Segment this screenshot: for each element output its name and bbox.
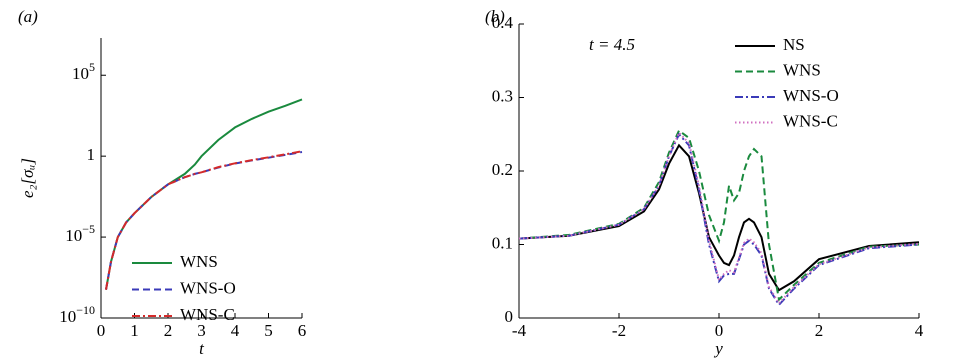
y-tick-label: 0.2 <box>492 160 513 179</box>
panel-label: (a) <box>18 7 38 26</box>
x-tick-label: 4 <box>915 321 924 340</box>
y-tick-label: 1 <box>87 145 96 164</box>
tick-exponent: −5 <box>82 222 95 236</box>
y-tick-label: 0.3 <box>492 86 513 105</box>
tick-base: 10 <box>65 226 82 245</box>
legend-label: WNS-O <box>783 86 839 105</box>
panel-label: (b) <box>485 7 505 26</box>
x-axis-label: t <box>199 339 205 358</box>
x-tick-label: 0 <box>715 321 724 340</box>
annotation: t = 4.5 <box>589 35 635 54</box>
series-line <box>518 132 920 307</box>
tick-exponent: −10 <box>76 303 95 317</box>
y-tick-label: 10−5 <box>65 222 95 245</box>
tick-exponent: 5 <box>89 60 95 74</box>
x-tick-label: 6 <box>298 321 307 340</box>
series-line <box>518 143 920 292</box>
legend-label: WNS <box>783 60 821 79</box>
x-tick-label: -4 <box>512 321 527 340</box>
series-line <box>105 150 303 290</box>
x-tick-label: -2 <box>612 321 626 340</box>
series-line <box>105 151 303 290</box>
x-tick-label: 5 <box>264 321 273 340</box>
x-tick-label: 0 <box>97 321 106 340</box>
x-axis-label: y <box>713 339 723 358</box>
x-tick-label: 3 <box>197 321 206 340</box>
series-line <box>105 98 303 290</box>
legend-label: WNS <box>180 252 218 271</box>
y-tick-label: 10−10 <box>59 303 95 326</box>
legend-label: WNS-O <box>180 278 236 297</box>
legend-label: WNS-C <box>783 111 838 130</box>
y-axis-label: e₂[σᵤ] <box>18 158 37 198</box>
tick-base: 10 <box>59 307 76 326</box>
x-tick-label: 2 <box>815 321 824 340</box>
y-tick-label: 105 <box>72 60 95 83</box>
x-tick-label: 4 <box>231 321 240 340</box>
y-tick-label: 0.1 <box>492 233 513 252</box>
x-tick-label: 2 <box>164 321 173 340</box>
x-tick-label: 1 <box>130 321 139 340</box>
legend-label: WNS-C <box>180 305 235 324</box>
y-tick-label: 0.4 <box>492 13 514 32</box>
y-tick-label: 0 <box>505 307 514 326</box>
legend-label: NS <box>783 35 805 54</box>
series-line <box>518 129 920 302</box>
tick-base: 10 <box>72 64 89 83</box>
